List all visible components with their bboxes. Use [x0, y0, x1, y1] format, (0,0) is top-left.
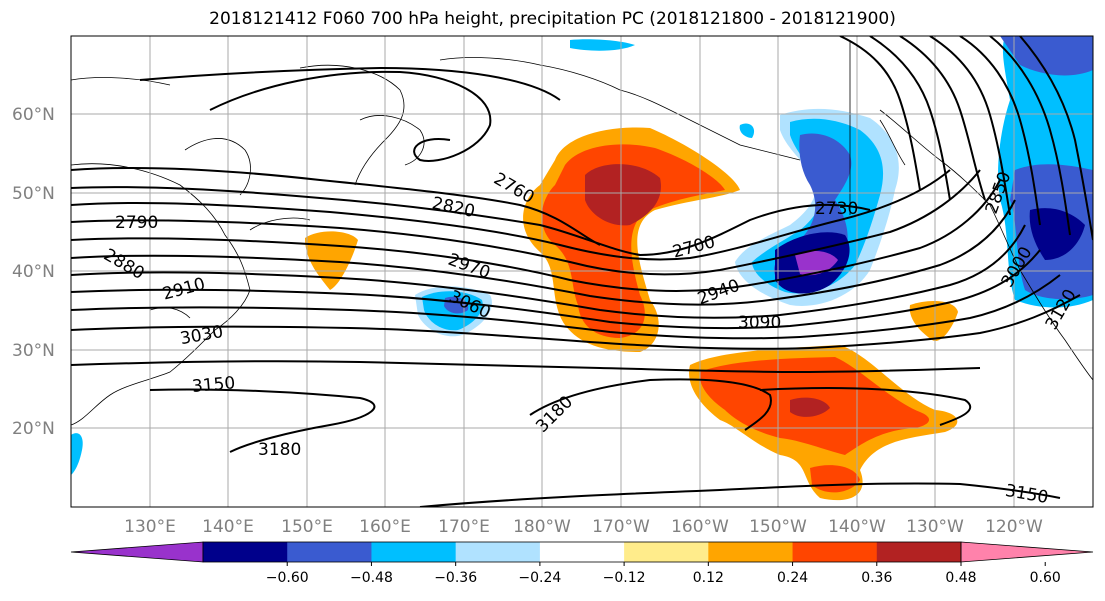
lon-label: 130°E	[124, 517, 176, 537]
contour-label: 3180	[258, 440, 301, 460]
colorbar-border	[202, 541, 962, 563]
colorbar-tick-label: 0.24	[777, 570, 808, 586]
colorbar-tick-label: −0.36	[434, 570, 477, 586]
colorbar-tick-label: −0.24	[518, 570, 561, 586]
lat-label: 50°N	[12, 184, 55, 204]
colorbar-tick-label: −0.48	[350, 570, 393, 586]
colorbar-segment	[792, 542, 878, 562]
map-frame-border	[70, 35, 1094, 508]
colorbar-tick-label: 0.60	[1030, 570, 1061, 586]
colorbar-tick-label: 0.36	[861, 570, 892, 586]
height-contours	[71, 36, 1093, 507]
lon-label: 150°E	[281, 517, 333, 537]
coastlines	[71, 40, 1093, 426]
gridlines	[71, 36, 1093, 507]
lat-label: 40°N	[12, 262, 55, 282]
colorbar-segment	[287, 542, 372, 562]
lon-label: 120°W	[985, 517, 1043, 537]
longitude-labels: 130°E 140°E 150°E 160°E 170°E 180°W 170°…	[124, 517, 1043, 537]
map-title: 2018121412 F060 700 hPa height, precipit…	[209, 9, 896, 29]
colorbar: −0.60 −0.48 −0.36 −0.24 −0.12 0.12 0.24 0.36 0.4…	[70, 541, 1094, 586]
lon-label: 180°W	[513, 517, 571, 537]
colorbar-extend-low	[70, 541, 204, 563]
colorbar-tick-label: 0.12	[693, 570, 724, 586]
contour-label: 3090	[738, 313, 781, 333]
colorbar-segment	[203, 542, 288, 562]
colorbar-tick-label: 0.48	[945, 570, 976, 586]
contour-label: 3150	[191, 373, 236, 397]
colorbar-extend-high	[960, 541, 1094, 563]
colorbar-segment	[371, 542, 457, 562]
colorbar-segment	[624, 542, 709, 562]
lon-label: 170°W	[592, 517, 650, 537]
lon-label: 150°W	[749, 517, 807, 537]
lon-label: 140°W	[828, 517, 886, 537]
latitude-labels: 60°N 50°N 40°N 30°N 20°N	[12, 105, 55, 439]
colorbar-segment	[708, 542, 794, 562]
lon-label: 160°E	[359, 517, 411, 537]
colorbar-tick-label: −0.12	[603, 570, 646, 586]
contour-label: 2790	[115, 213, 158, 233]
colorbar-tick-label: −0.60	[266, 570, 309, 586]
lon-label: 160°W	[671, 517, 729, 537]
lon-label: 140°E	[202, 517, 254, 537]
lon-label: 130°W	[906, 517, 964, 537]
lat-label: 20°N	[12, 419, 55, 439]
lat-label: 30°N	[12, 341, 55, 361]
precipitation-shading	[71, 36, 1093, 501]
colorbar-segment	[455, 542, 541, 562]
lon-label: 170°E	[438, 517, 490, 537]
contour-label: 2730	[815, 199, 858, 219]
colorbar-segment	[876, 542, 962, 562]
lat-label: 60°N	[12, 105, 55, 125]
colorbar-segment	[539, 542, 625, 562]
